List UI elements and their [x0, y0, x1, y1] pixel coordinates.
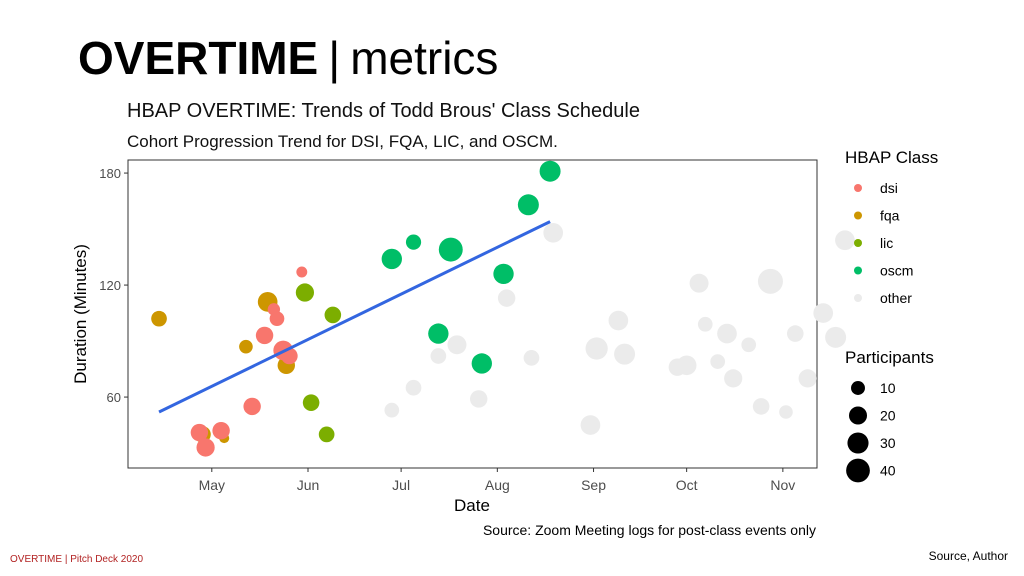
x-tick-label: Aug [485, 477, 510, 493]
data-point-other [384, 402, 400, 418]
data-point-other [580, 415, 601, 435]
data-point-other [752, 398, 770, 415]
data-point-dsi [196, 438, 215, 457]
data-point-oscm [493, 263, 514, 285]
data-point-lic [324, 306, 342, 324]
data-point-other [741, 337, 757, 353]
data-point-other [608, 310, 629, 331]
data-point-other [757, 268, 783, 294]
legend-label-fqa: fqa [880, 208, 900, 224]
legend-label-lic: lic [880, 235, 893, 251]
legend-class-title: HBAP Class [845, 148, 938, 167]
data-point-other [676, 355, 697, 376]
plot-panel [127, 159, 818, 469]
legend-key-dsi [854, 184, 862, 192]
chart-subtitle: Cohort Progression Trend for DSI, FQA, L… [127, 132, 558, 151]
slide-title: OVERTIME | metrics [78, 30, 498, 86]
legend-size-key [851, 381, 865, 395]
data-point-other [405, 379, 422, 396]
legend-size-key [847, 432, 869, 454]
chart-title: HBAP OVERTIME: Trends of Todd Brous' Cla… [127, 100, 640, 122]
data-point-other [430, 348, 447, 364]
data-point-other [697, 316, 713, 332]
y-tick-label: 120 [99, 278, 121, 293]
x-tick-label: Jun [297, 477, 320, 493]
slide-title-bold: OVERTIME [78, 32, 319, 84]
legend-size-key [848, 406, 868, 425]
data-point-other [813, 303, 834, 323]
data-point-oscm [405, 234, 422, 250]
data-point-fqa [239, 339, 253, 354]
legend-size-label: 30 [880, 435, 896, 451]
data-point-other [447, 335, 467, 355]
data-point-other [543, 222, 564, 243]
data-point-oscm [539, 160, 561, 182]
x-tick-label: Nov [770, 477, 795, 493]
trend-line [158, 220, 551, 414]
data-point-other [798, 369, 817, 388]
legend-key-lic [854, 239, 862, 247]
data-point-oscm [438, 237, 463, 262]
data-point-other [469, 390, 488, 408]
data-point-oscm [517, 194, 539, 216]
data-point-oscm [381, 248, 402, 270]
x-tick-label: Sep [581, 477, 606, 493]
data-point-dsi [296, 266, 308, 278]
data-point-other [717, 323, 737, 344]
y-axis-label: Duration (Minutes) [71, 244, 90, 384]
slide-title-light: metrics [350, 32, 499, 84]
data-point-fqa [151, 310, 167, 327]
data-point-other [825, 326, 847, 348]
legend-size-title: Participants [845, 348, 934, 367]
data-point-other [786, 325, 804, 342]
data-point-other [724, 369, 743, 388]
data-point-oscm [471, 353, 492, 374]
data-point-other [835, 230, 855, 251]
legend-label-other: other [880, 290, 912, 306]
legend-key-other [854, 294, 862, 302]
data-point-other [523, 350, 540, 366]
legend-key-fqa [854, 211, 862, 220]
slide-title-separator: | [328, 32, 341, 84]
data-point-oscm [428, 323, 449, 344]
data-point-dsi [190, 423, 209, 442]
data-point-lic [318, 426, 335, 443]
legend-size-label: 10 [880, 380, 896, 396]
data-point-other [710, 354, 726, 369]
x-tick-label: Oct [676, 477, 698, 493]
legend-size-label: 20 [880, 408, 896, 424]
data-point-dsi [255, 326, 274, 345]
chart-caption: Source: Zoom Meeting logs for post-class… [483, 522, 816, 538]
data-point-other [689, 273, 709, 293]
footer-right: Source, Author [928, 549, 1008, 563]
legend-size-label: 40 [880, 463, 896, 479]
data-point-other [585, 337, 608, 360]
data-point-other [614, 343, 636, 365]
data-point-other [497, 289, 516, 307]
data-point-dsi [243, 397, 261, 416]
y-tick-label: 60 [107, 390, 121, 405]
legend-label-oscm: oscm [880, 263, 913, 279]
legend-size-key [846, 458, 870, 483]
x-tick-label: May [199, 477, 225, 493]
data-point-lic [302, 394, 320, 411]
data-point-dsi [269, 311, 285, 327]
x-axis-label: Date [454, 496, 490, 515]
data-point-lic [295, 283, 315, 302]
y-tick-label: 180 [99, 166, 121, 181]
legend-label-dsi: dsi [880, 180, 898, 196]
x-tick-label: Jul [392, 477, 410, 493]
data-point-other [779, 405, 793, 419]
footer-left: OVERTIME | Pitch Deck 2020 [10, 554, 144, 565]
data-point-dsi [212, 421, 230, 440]
legend-key-oscm [854, 266, 862, 275]
